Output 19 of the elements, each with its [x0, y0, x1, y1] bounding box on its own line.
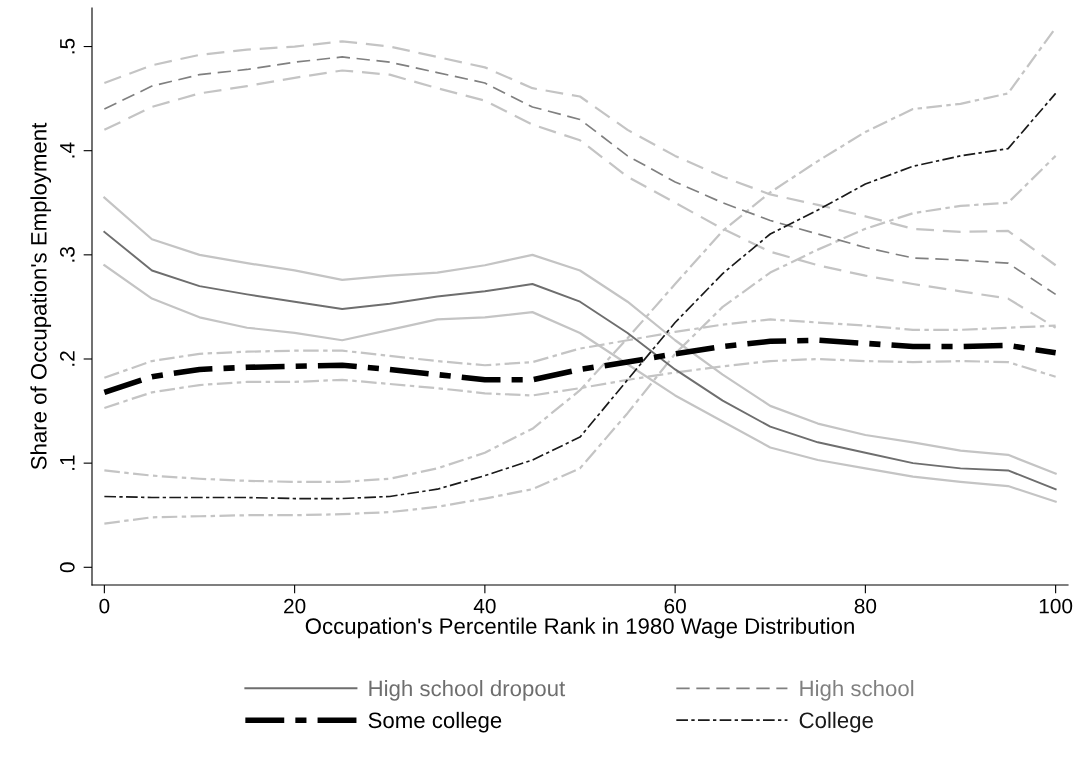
- x-tick-label: 20: [284, 598, 306, 614]
- y-tick-label: .1: [60, 455, 75, 470]
- y-tick-label: .3: [59, 247, 75, 262]
- y-axis-title: Share of Occupation's Employment: [30, 122, 52, 470]
- text: High school dropout: [369, 680, 566, 701]
- line-series: [103, 56, 1057, 296]
- x-tick-label: 100: [1039, 598, 1073, 614]
- x-tick-label: 0: [99, 598, 110, 614]
- text: Some college: [368, 711, 502, 733]
- x-tick-label: 40: [473, 598, 496, 614]
- y-tick-label: .4: [60, 142, 75, 158]
- x-tick-label: 80: [854, 598, 877, 614]
- x-tick-label: 60: [664, 598, 686, 614]
- x-axis-title: Occupation's Percentile Rank in 1980 Wage Distribution: [305, 617, 854, 639]
- text: College: [799, 711, 873, 733]
- y-tick-label: .2: [59, 351, 75, 366]
- y-tick-label: .5: [60, 38, 75, 54]
- y-tick-label: 0: [59, 562, 75, 573]
- text: High school: [800, 680, 914, 701]
